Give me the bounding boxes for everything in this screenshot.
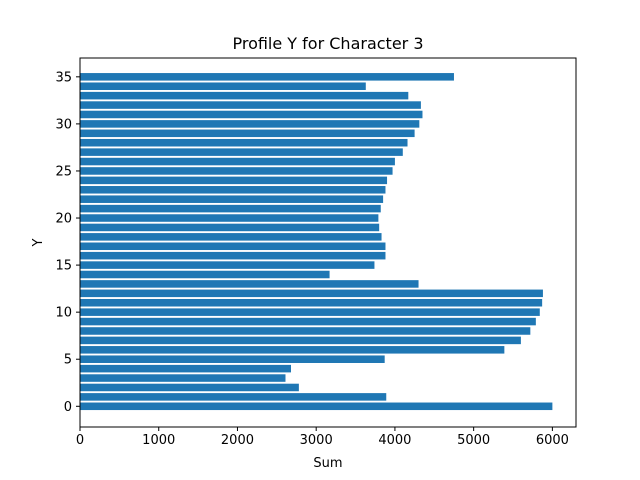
bar-y-4 (80, 364, 291, 373)
bar-y-30 (80, 120, 420, 128)
bar-y-22 (80, 195, 384, 203)
bar-y-18 (80, 233, 382, 241)
bar-y-10 (80, 308, 540, 316)
x-tick-label: 5000 (457, 433, 490, 448)
bar-y-31 (80, 110, 423, 119)
x-tick-label: 3000 (300, 433, 333, 448)
y-axis-ticks: 0 5 10 15 20 25 30 35 (55, 70, 80, 415)
bar-y-34 (80, 82, 366, 91)
bar-y-15 (80, 261, 375, 269)
y-tick-label: 25 (55, 164, 72, 179)
y-tick-label: 5 (64, 353, 72, 368)
x-tick-label: 4000 (378, 433, 411, 448)
y-tick-label: 0 (64, 400, 72, 415)
bar-y-21 (80, 204, 381, 213)
bar-y-32 (80, 101, 421, 109)
chart-title: Profile Y for Character 3 (232, 34, 423, 53)
bar-y-23 (80, 186, 386, 194)
bar-y-25 (80, 167, 393, 175)
bar-y-3 (80, 374, 286, 382)
bar-y-16 (80, 251, 386, 260)
x-tick-label: 2000 (221, 433, 254, 448)
y-tick-label: 10 (55, 306, 72, 321)
bar-y-28 (80, 138, 408, 147)
bars-group (80, 73, 553, 411)
y-axis-label: Y (31, 238, 46, 247)
x-tick-label: 1000 (142, 433, 175, 448)
bar-y-20 (80, 214, 379, 222)
y-tick-label: 15 (55, 259, 72, 274)
x-axis-label: Sum (313, 456, 342, 471)
bar-y-6 (80, 346, 505, 354)
axes-frame (79, 57, 577, 428)
bar-y-14 (80, 270, 330, 279)
bar-y-9 (80, 317, 536, 326)
bar-y-11 (80, 298, 543, 307)
y-tick-label: 35 (55, 70, 72, 85)
bar-y-2 (80, 383, 299, 392)
bar-y-12 (80, 289, 543, 298)
bar-y-33 (80, 91, 409, 100)
bar-y-0 (80, 402, 553, 411)
bar-y-26 (80, 157, 395, 166)
x-axis-ticks: 0 1000 2000 3000 4000 5000 6000 (76, 427, 569, 448)
y-tick-label: 30 (55, 117, 72, 132)
x-tick-label: 0 (76, 433, 84, 448)
bar-y-29 (80, 129, 415, 138)
bar-y-27 (80, 148, 403, 156)
bar-y-19 (80, 223, 380, 232)
bar-y-7 (80, 336, 521, 345)
bar-y-5 (80, 355, 385, 363)
x-tick-label: 6000 (536, 433, 569, 448)
bar-y-35 (80, 73, 454, 81)
y-tick-label: 20 (55, 212, 72, 227)
bar-y-13 (80, 280, 419, 288)
bar-y-8 (80, 327, 531, 335)
bar-y-1 (80, 393, 387, 401)
bar-y-17 (80, 242, 386, 251)
bar-y-24 (80, 176, 388, 185)
